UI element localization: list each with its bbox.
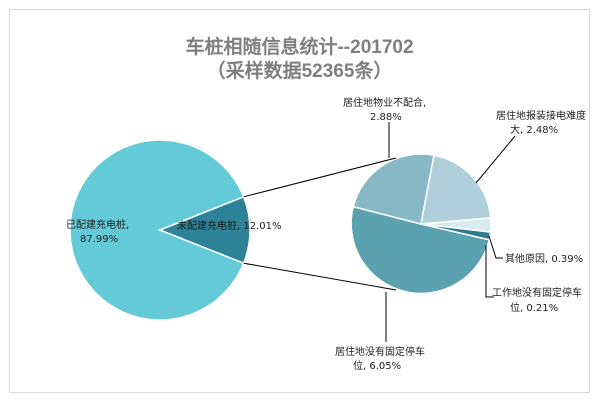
data-label-work-name: 工作地没有固定停车 (492, 286, 582, 299)
leader-line-work (485, 245, 494, 298)
connector-line-bottom (243, 262, 397, 291)
main-pie (69, 139, 251, 321)
data-label-power-name: 居住地报装接电难度 (496, 109, 586, 122)
leader-line-other (488, 235, 503, 259)
pie-slice-built (69, 139, 245, 321)
data-label-built-name: 已配建充电桩, (66, 218, 129, 231)
chart-subtitle: （采样数据52365条） (206, 61, 393, 82)
pie-slice-power (420, 154, 492, 225)
chart-title: 车桩相随信息统计--201702 (185, 37, 414, 58)
data-label-work-value: 位, 0.21% (510, 301, 558, 314)
connector-line-top (243, 157, 397, 198)
pie-slice-home-no-parking (350, 205, 491, 295)
data-label-other: 其他原因, 0.39% (505, 252, 583, 265)
pie-slice-property (352, 153, 435, 225)
pie-slice-unbuilt (157, 195, 251, 265)
data-label-power-value: 大, 2.48% (510, 123, 558, 136)
data-label-home-value: 位, 6.05% (353, 359, 401, 372)
data-label-property-value: 2.88% (370, 112, 402, 123)
breakdown-pie (350, 153, 492, 295)
data-label-property-name: 居住地物业不配合, (343, 96, 426, 109)
leader-line-power (475, 135, 516, 184)
data-label-built-value: 87.99% (80, 234, 118, 245)
pie-slice-work-no-parking (420, 223, 492, 241)
data-label-unbuilt: 未配建充电桩, 12.01% (177, 219, 282, 232)
data-label-home-name: 居住地没有固定停车 (335, 345, 425, 358)
